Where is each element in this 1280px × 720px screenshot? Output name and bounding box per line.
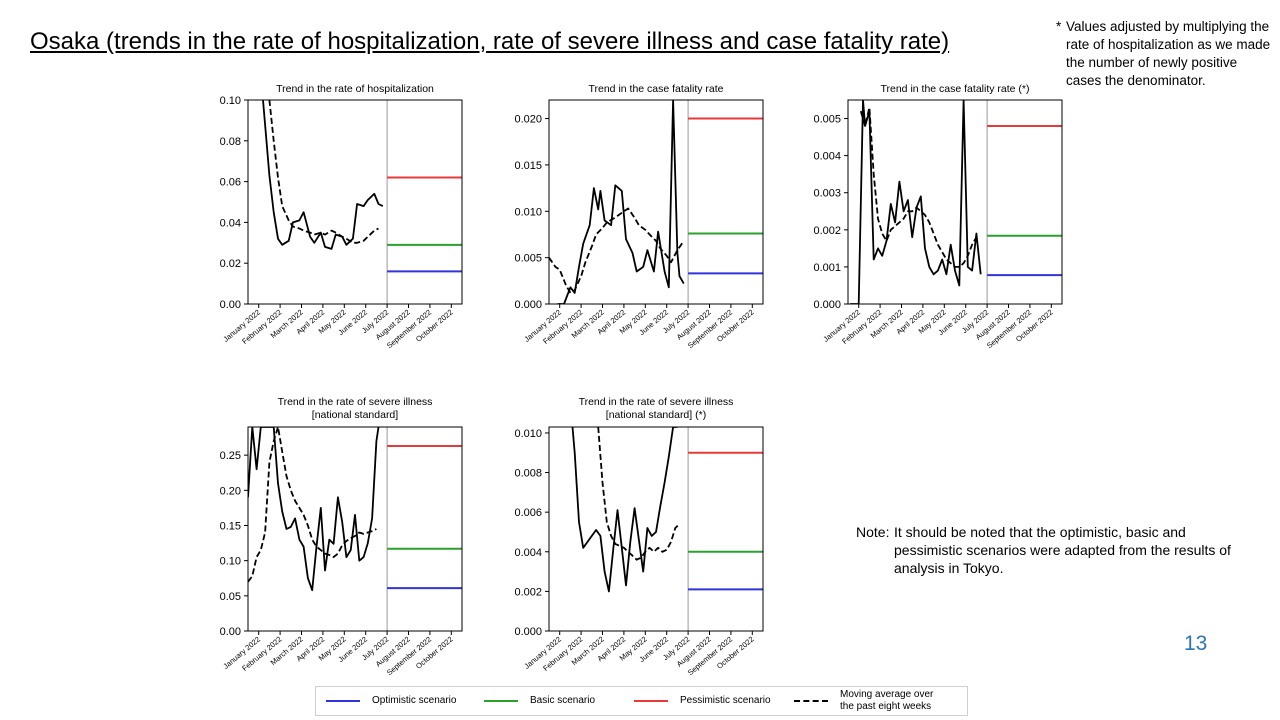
legend-item-basic: Basic scenario: [484, 687, 595, 715]
legend-label: Basic scenario: [530, 695, 596, 706]
y-tick-label: 0.005: [813, 114, 841, 126]
legend-swatch: [794, 700, 828, 702]
chart-title: Trend in the rate of severe illness: [579, 396, 734, 408]
y-tick-label: 0.06: [220, 177, 241, 189]
series-actual-line: [248, 427, 380, 592]
y-tick-label: 0.02: [220, 258, 241, 270]
y-tick-label: 0.15: [220, 520, 241, 532]
legend-item-optimistic: Optimistic scenario: [326, 687, 456, 715]
footnote: * Values adjusted by multiplying the rat…: [1056, 18, 1271, 90]
plot-frame: [247, 426, 463, 632]
y-tick-label: 0.000: [813, 299, 841, 311]
chart-subtitle: [national standard]: [312, 409, 398, 421]
y-tick-label: 0.002: [813, 225, 841, 237]
y-tick-label: 0.08: [220, 136, 241, 148]
legend-swatch: [634, 700, 668, 702]
chart-legend: Optimistic scenario Basic scenario Pessimi…: [315, 686, 968, 716]
plot-frame: [847, 99, 1063, 305]
y-tick-label: 0.020: [514, 114, 542, 126]
chart-title: Trend in the case fatality rate: [588, 83, 723, 95]
series-actual-line: [557, 100, 685, 304]
y-tick-label: 0.004: [813, 151, 841, 163]
series-moving_average-line: [549, 207, 685, 294]
y-tick-label: 0.20: [220, 485, 241, 497]
legend-label: Moving average over the past eight weeks: [840, 689, 934, 712]
y-tick-label: 0.006: [514, 507, 542, 519]
y-tick-label: 0.04: [220, 217, 241, 229]
series-actual-line: [850, 100, 982, 304]
y-tick-label: 0.10: [220, 95, 241, 107]
note-text: It should be noted that the optimistic, …: [894, 524, 1231, 576]
y-tick-label: 0.010: [514, 206, 542, 218]
chart-title: Trend in the rate of severe illness: [278, 396, 433, 408]
chart-1: Trend in the rate of hospitalization 0.00…: [220, 83, 463, 350]
series-actual-line: [262, 100, 384, 250]
series-moving_average-line: [859, 106, 978, 268]
y-tick-label: 0.008: [514, 468, 542, 480]
footnote-mark: *: [1056, 19, 1062, 34]
series-moving_average-line: [248, 427, 377, 583]
y-tick-label: 0.05: [220, 591, 241, 603]
y-tick-label: 0.015: [514, 160, 542, 172]
chart-4: Trend in the rate of severe illness[nati…: [220, 396, 463, 677]
series-actual-line: [571, 427, 678, 593]
y-tick-label: 0.000: [514, 626, 542, 638]
y-tick-label: 0.010: [514, 428, 542, 440]
y-tick-label: 0.005: [514, 253, 542, 265]
legend-item-pessimistic: Pessimistic scenario: [634, 687, 771, 715]
page-title: Osaka (trends in the rate of hospitaliza…: [30, 28, 950, 55]
footnote-text: Values adjusted by multiplying the rate …: [1066, 19, 1271, 88]
plot-frame: [247, 99, 463, 305]
chart-subtitle: [national standard] (*): [606, 409, 706, 421]
y-tick-label: 0.00: [220, 626, 241, 638]
y-tick-label: 0.002: [514, 586, 542, 598]
page-number: 13: [1184, 632, 1208, 655]
y-tick-label: 0.25: [220, 450, 241, 462]
legend-label: Pessimistic scenario: [680, 695, 771, 706]
chart-title: Trend in the rate of hospitalization: [276, 83, 434, 95]
scenario-note: Note: It should be noted that the optimi…: [856, 523, 1246, 577]
chart-2: Trend in the case fatality rate 0.000 0.00…: [514, 83, 764, 350]
y-tick-label: 0.000: [514, 299, 542, 311]
chart-title: Trend in the case fatality rate (*): [880, 83, 1029, 95]
legend-swatch: [326, 700, 360, 702]
plot-frame: [548, 426, 764, 632]
plot-frame: [548, 99, 764, 305]
note-label: Note:: [856, 524, 890, 540]
y-tick-label: 0.004: [514, 547, 542, 559]
legend-swatch: [484, 700, 518, 702]
legend-label: Optimistic scenario: [372, 695, 457, 706]
chart-5: Trend in the rate of severe illness[nati…: [514, 396, 764, 677]
chart-3: Trend in the case fatality rate (*) 0.000…: [813, 83, 1063, 350]
series-moving_average-line: [268, 100, 379, 244]
legend-item-moving_average: Moving average over the past eight weeks: [794, 687, 950, 715]
y-tick-label: 0.001: [813, 262, 841, 274]
y-tick-label: 0.10: [220, 556, 241, 568]
y-tick-label: 0.003: [813, 188, 841, 200]
series-moving_average-line: [597, 427, 681, 561]
y-tick-label: 0.00: [220, 299, 241, 311]
